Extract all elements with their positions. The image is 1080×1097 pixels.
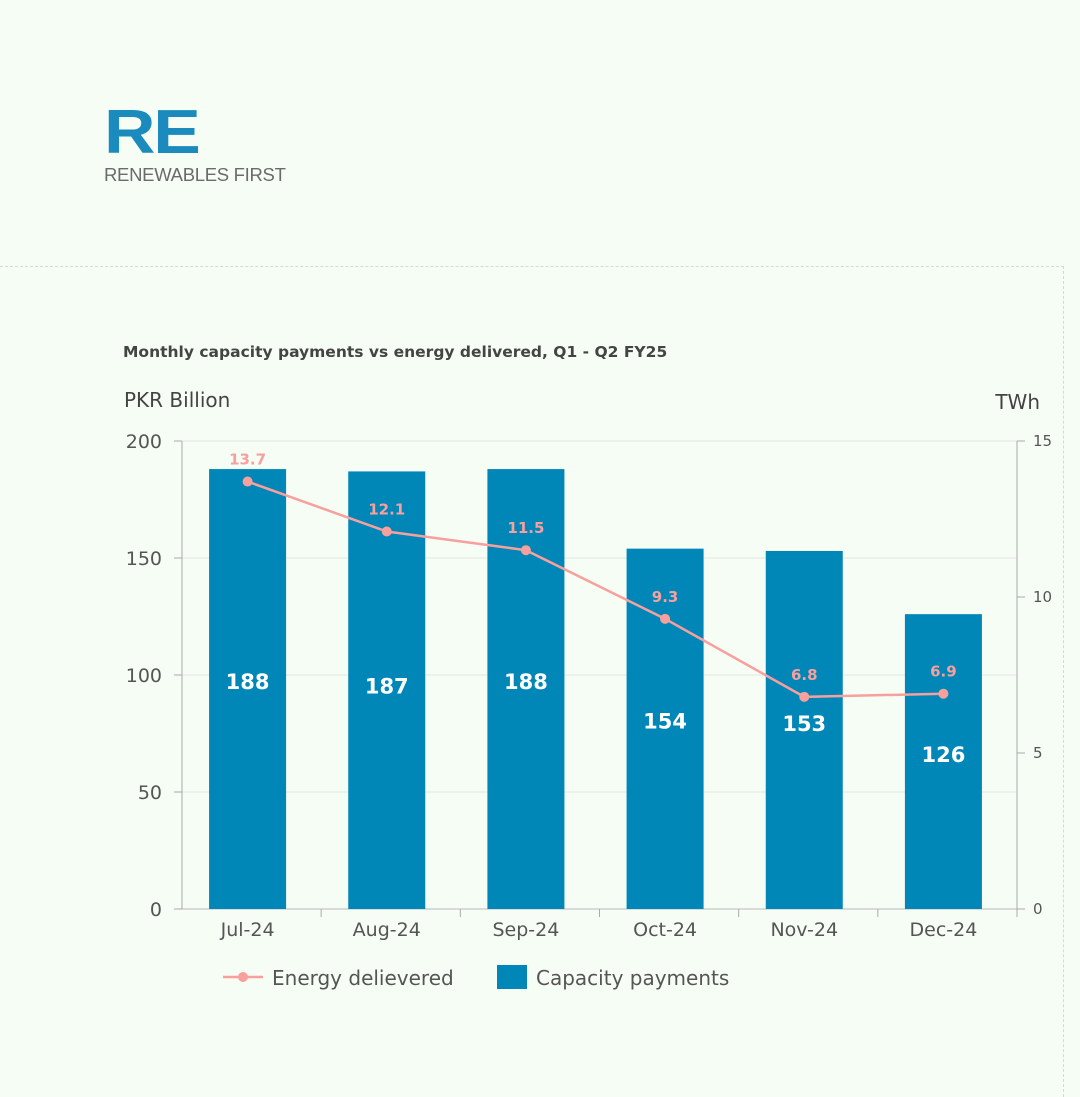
- legend-energy-label: Energy delievered: [272, 966, 454, 990]
- logo-text: RENEWABLES FIRST: [104, 164, 286, 185]
- energy-point: [660, 613, 671, 624]
- energy-value-label: 11.5: [507, 519, 544, 537]
- energy-value-label: 9.3: [652, 588, 679, 606]
- bar-value-label: 188: [226, 670, 270, 694]
- energy-value-label: 12.1: [368, 500, 405, 518]
- bar-Dec-24: [904, 614, 982, 909]
- legend-line-marker: [238, 972, 248, 982]
- y-right-tick-label: 5: [1033, 744, 1043, 762]
- logo: RE RENEWABLES FIRST: [104, 102, 286, 186]
- y-left-tick-label: 50: [138, 782, 162, 804]
- chart-frame: [0, 266, 1064, 1097]
- bar-Oct-24: [626, 548, 704, 909]
- y-left-tick-label: 200: [126, 431, 162, 453]
- energy-value-label: 13.7: [229, 451, 266, 469]
- legend-capacity-label: Capacity payments: [536, 966, 729, 990]
- x-tick-label: Nov-24: [770, 919, 838, 941]
- bar-value-label: 188: [504, 670, 548, 694]
- y-right-tick-label: 0: [1033, 900, 1043, 918]
- energy-point: [381, 526, 392, 537]
- x-tick-label: Sep-24: [492, 919, 559, 941]
- bar-Nov-24: [765, 550, 843, 909]
- y-left-tick-label: 0: [150, 899, 162, 921]
- chart-title: Monthly capacity payments vs energy deli…: [123, 343, 668, 361]
- energy-point: [938, 688, 949, 699]
- energy-point: [242, 476, 253, 487]
- y-right-tick-label: 15: [1033, 432, 1052, 450]
- x-tick-label: Oct-24: [633, 919, 697, 941]
- y-axis-right-label: TWh: [994, 390, 1040, 414]
- energy-point: [520, 545, 531, 556]
- bar-Sep-24: [487, 469, 565, 909]
- bar-value-label: 187: [365, 674, 409, 698]
- bar-value-label: 153: [782, 712, 826, 736]
- x-tick-label: Aug-24: [353, 919, 421, 941]
- bar-value-label: 126: [921, 743, 965, 767]
- x-tick-label: Jul-24: [220, 919, 275, 941]
- bar-Aug-24: [348, 471, 426, 909]
- energy-line: [247, 480, 944, 699]
- logo-mark: RE: [104, 98, 201, 167]
- energy-value-label: 6.9: [930, 663, 957, 681]
- bar-value-label: 154: [643, 710, 687, 734]
- energy-point: [799, 691, 810, 702]
- y-right-tick-label: 10: [1033, 588, 1052, 606]
- bar-Jul-24: [209, 469, 287, 909]
- x-tick-label: Dec-24: [910, 919, 978, 941]
- y-left-tick-label: 150: [126, 548, 162, 570]
- y-left-tick-label: 100: [126, 665, 162, 687]
- y-axis-left-label: PKR Billion: [124, 388, 230, 412]
- energy-value-label: 6.8: [791, 666, 818, 684]
- legend-bar-swatch: [497, 965, 527, 989]
